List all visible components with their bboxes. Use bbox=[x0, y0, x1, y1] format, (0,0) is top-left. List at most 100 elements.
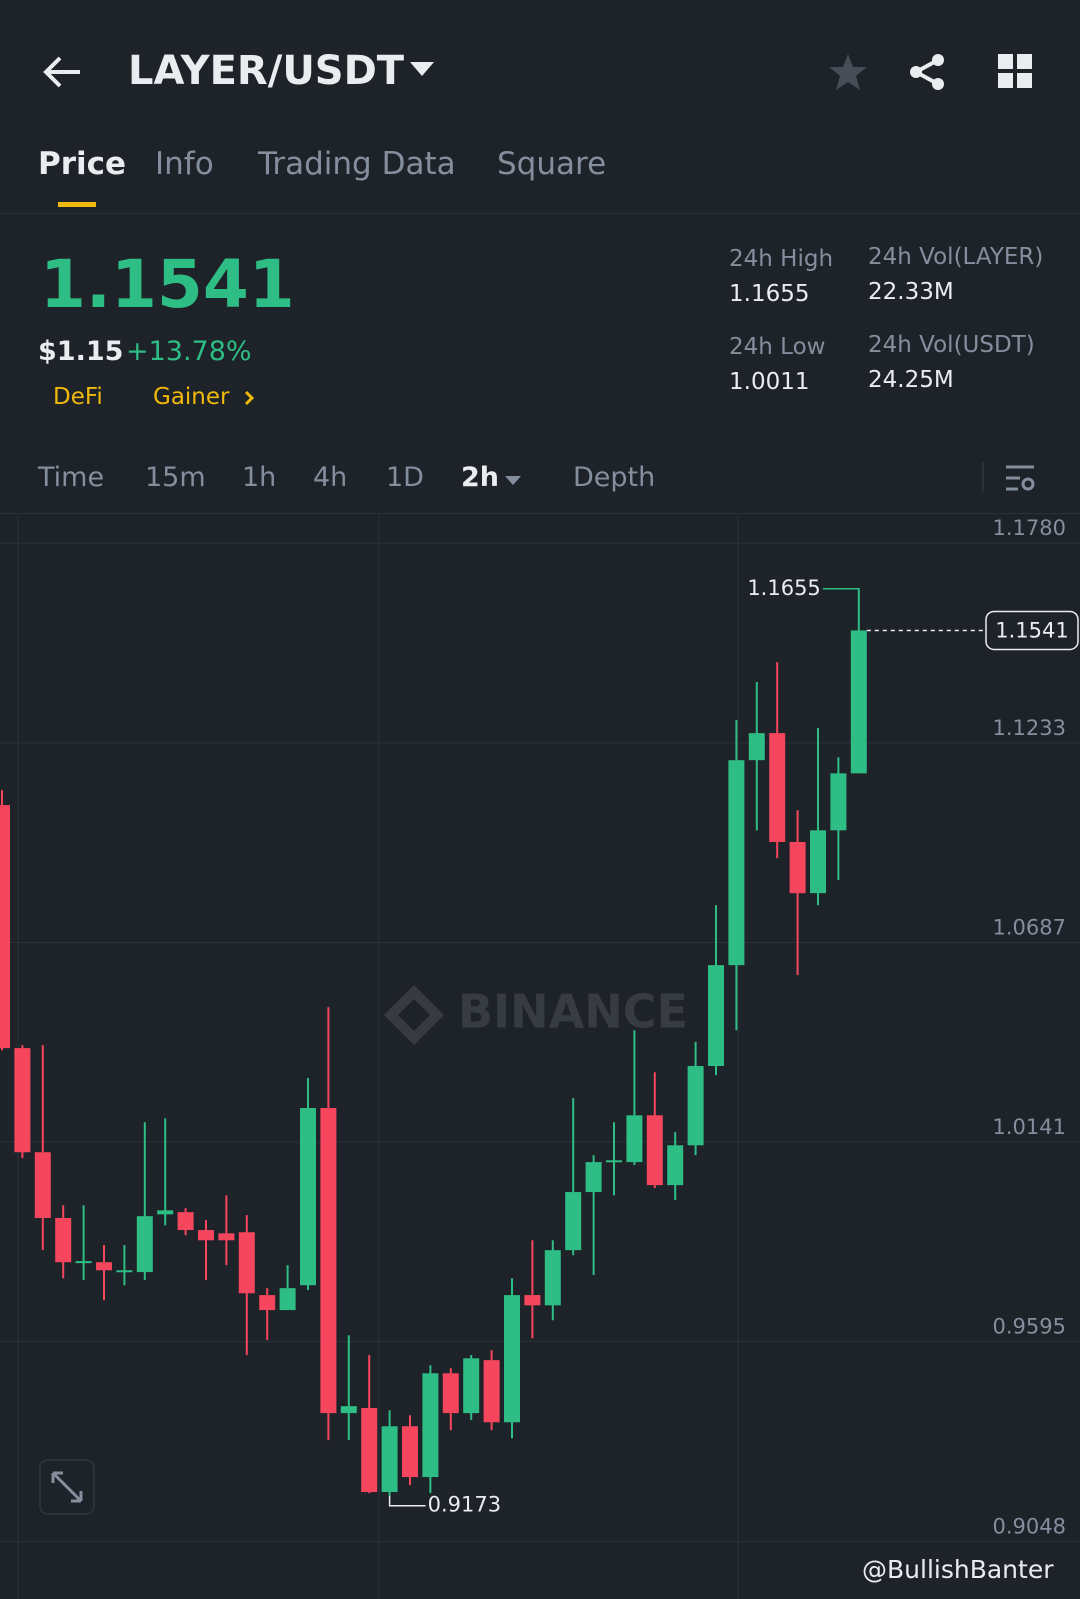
y-tick-label: 1.1233 bbox=[993, 716, 1066, 740]
tag[interactable]: DeFi bbox=[53, 384, 103, 410]
chevron bbox=[244, 390, 255, 406]
candle-body bbox=[238, 1232, 255, 1294]
candle-body bbox=[544, 1250, 561, 1306]
price-change: +13.78% bbox=[126, 336, 252, 367]
candle-body bbox=[34, 1152, 51, 1218]
back-icon[interactable] bbox=[40, 52, 84, 92]
stat-value: 22.33M bbox=[868, 279, 954, 305]
interval[interactable]: Depth bbox=[573, 462, 656, 493]
candle-body bbox=[157, 1210, 174, 1215]
candle-body bbox=[748, 733, 765, 761]
candle-body bbox=[279, 1288, 296, 1311]
divider bbox=[0, 513, 1080, 514]
stat-value: 24.25M bbox=[868, 367, 954, 393]
tab[interactable]: Info bbox=[155, 146, 214, 182]
pair-title[interactable]: LAYER/USDT bbox=[128, 48, 405, 94]
high-pointer bbox=[822, 588, 860, 629]
interval[interactable]: Time bbox=[38, 462, 105, 493]
candle-body bbox=[810, 830, 826, 894]
divider bbox=[0, 213, 1080, 214]
tab[interactable]: Trading Data bbox=[258, 146, 456, 182]
candle-body bbox=[55, 1218, 72, 1263]
candle-body bbox=[585, 1162, 602, 1193]
interval[interactable]: 1h bbox=[242, 462, 277, 493]
candle-body bbox=[361, 1408, 378, 1493]
candle-body bbox=[381, 1426, 398, 1493]
settings-icon[interactable] bbox=[1004, 464, 1036, 494]
tab-underline bbox=[58, 202, 96, 207]
candle-body bbox=[728, 760, 745, 966]
watermark: BINANCE bbox=[458, 985, 688, 1039]
candle-body bbox=[442, 1373, 459, 1414]
chart: BINANCE 1.1780 1.1233 1.0687 1.0141 0.9595 0.… bbox=[0, 515, 1080, 1599]
candle-body bbox=[14, 1048, 31, 1153]
candle-body bbox=[646, 1115, 663, 1186]
divider bbox=[982, 462, 984, 492]
low-label: 0.9173 bbox=[428, 1493, 501, 1517]
candle-body bbox=[75, 1261, 92, 1264]
candle-body bbox=[463, 1358, 480, 1414]
y-tick-label: 1.0687 bbox=[993, 916, 1066, 940]
share-icon[interactable] bbox=[908, 52, 948, 92]
dropdown-icon[interactable] bbox=[505, 476, 521, 486]
interval[interactable]: 15m bbox=[145, 462, 206, 493]
candle-body bbox=[687, 1066, 704, 1146]
stat-label: 24h Vol(LAYER) bbox=[868, 244, 1044, 270]
candle-body bbox=[177, 1212, 194, 1231]
tab[interactable]: Square bbox=[497, 146, 607, 182]
candle-body bbox=[504, 1295, 520, 1423]
y-tick-label: 1.0141 bbox=[993, 1115, 1066, 1139]
stat-value: 1.0011 bbox=[729, 369, 810, 395]
candle-body bbox=[218, 1233, 235, 1241]
candle-body bbox=[789, 842, 806, 894]
tab-active[interactable]: Price bbox=[38, 146, 127, 182]
candle-body bbox=[320, 1108, 337, 1414]
star-icon[interactable] bbox=[828, 52, 868, 92]
candle-body bbox=[116, 1270, 133, 1273]
last-price-tag bbox=[985, 610, 1079, 651]
interval-active[interactable]: 2h bbox=[461, 462, 500, 493]
candle-body bbox=[483, 1360, 500, 1423]
stat-label: 24h Vol(USDT) bbox=[868, 332, 1035, 358]
stat-label: 24h High bbox=[729, 246, 834, 272]
candle-body bbox=[830, 773, 847, 831]
candle-body bbox=[198, 1230, 214, 1241]
candle-body bbox=[96, 1262, 112, 1271]
candle-body bbox=[524, 1295, 541, 1306]
candle-body bbox=[667, 1145, 684, 1186]
grid-icon[interactable] bbox=[998, 54, 1034, 90]
candle-body bbox=[708, 965, 724, 1066]
candle-body bbox=[136, 1216, 153, 1273]
candle-body bbox=[340, 1406, 357, 1414]
fiat-price: $1.15 bbox=[38, 336, 124, 367]
expand-button[interactable] bbox=[39, 1459, 95, 1515]
y-tick-label: 0.9048 bbox=[993, 1514, 1066, 1538]
candle-body bbox=[422, 1373, 439, 1478]
candle-body bbox=[565, 1192, 582, 1251]
candle-body bbox=[0, 805, 10, 1049]
footer-watermark: @BullishBanter bbox=[862, 1555, 1054, 1584]
interval[interactable]: 1D bbox=[386, 462, 424, 493]
candle-body bbox=[259, 1295, 276, 1311]
expand-icon bbox=[51, 1471, 83, 1503]
low-pointer bbox=[388, 1495, 426, 1507]
stat-value: 1.1655 bbox=[729, 281, 810, 307]
interval[interactable]: 4h bbox=[313, 462, 348, 493]
watermark-logo bbox=[384, 985, 444, 1045]
candle-body bbox=[606, 1160, 622, 1163]
y-tick-label: 0.9595 bbox=[993, 1315, 1066, 1339]
candle-body bbox=[626, 1115, 643, 1163]
high-label: 1.1655 bbox=[747, 576, 820, 600]
tag[interactable]: Gainer bbox=[153, 384, 230, 410]
candle-body bbox=[850, 630, 867, 774]
candle-body bbox=[402, 1426, 418, 1478]
candle-body bbox=[300, 1108, 316, 1286]
last-price-label: 1.1541 bbox=[995, 618, 1068, 642]
stat-label: 24h Low bbox=[729, 334, 826, 360]
y-tick-label: 1.1780 bbox=[993, 516, 1066, 540]
dropdown-icon[interactable] bbox=[410, 62, 436, 78]
last-price: 1.1541 bbox=[40, 246, 295, 323]
candle-body bbox=[769, 733, 786, 843]
